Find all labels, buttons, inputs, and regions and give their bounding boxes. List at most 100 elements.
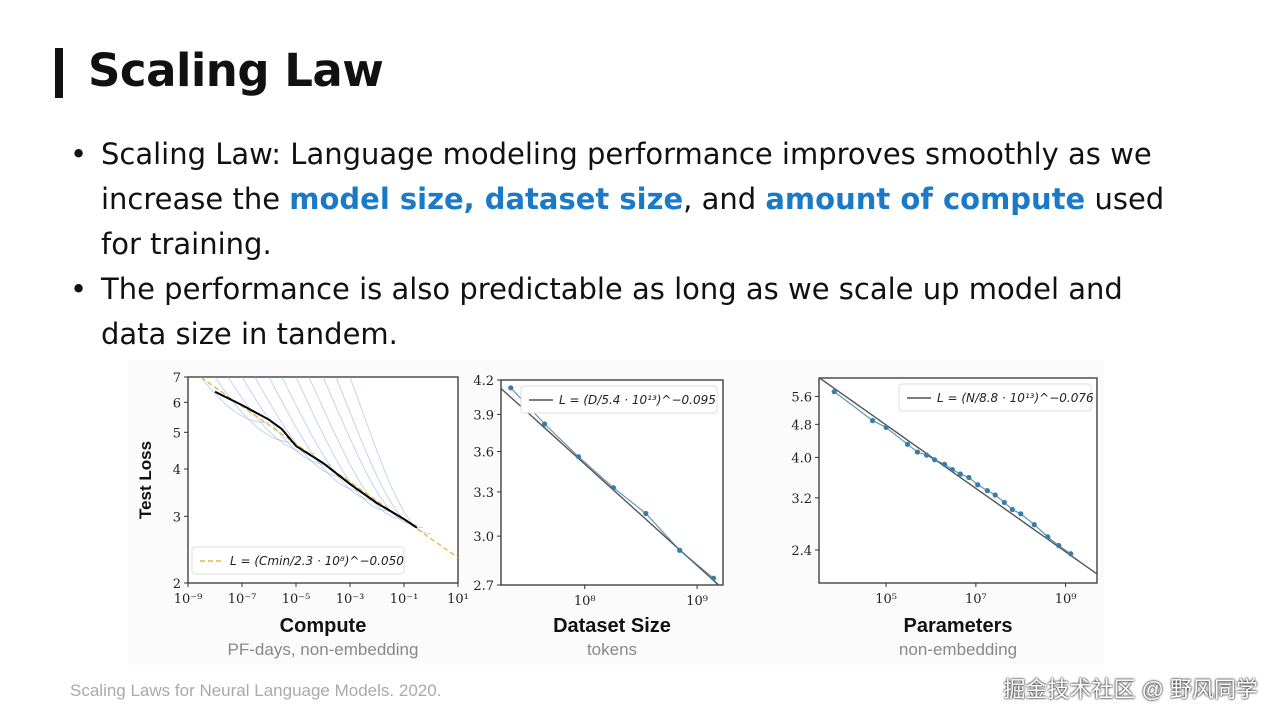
x-tick-label: 10¹: [447, 592, 469, 607]
plot-area: [818, 377, 1098, 584]
bullet-list: Scaling Law: Language modeling performan…: [70, 132, 1190, 357]
y-tick-label: 3.9: [473, 408, 494, 423]
data-point: [1045, 534, 1051, 540]
y-tick-label: 7: [173, 371, 181, 386]
x-axis-label: Parameters: [904, 615, 1013, 637]
bullet-text: The performance is also predictable as l…: [101, 272, 1123, 351]
charts-panel: 10⁻⁹ 10⁻⁷ 10⁻⁵ 10⁻³ 10⁻¹ 10¹ 2 3 4 5 6 7 L = (Cmin/2…: [128, 360, 1104, 665]
chart-3: 10⁵ 10⁷ 10⁹ 2.4 3.2 4.0 4.8 5.6 L = (N/8.8 · 10¹…: [791, 377, 1098, 659]
x-axis-label: Compute: [280, 615, 367, 637]
plot-marks: [199, 377, 458, 559]
data-point: [914, 449, 921, 455]
x-tick-label: 10⁻⁷: [228, 592, 257, 607]
legend-box: [898, 383, 1092, 412]
highlight-text: model size, dataset size: [289, 182, 684, 216]
data-point: [542, 421, 548, 427]
highlight-text: amount of compute: [765, 182, 1086, 216]
data-point: [975, 482, 981, 488]
x-tick-label: 10⁸: [574, 594, 596, 609]
data-point: [1068, 551, 1074, 557]
y-tick-label: 4: [173, 463, 181, 478]
bullet-text: used for training.: [101, 182, 1165, 261]
chart-1: 10⁻⁹ 10⁻⁷ 10⁻⁵ 10⁻³ 10⁻¹ 10¹ 2 3 4 5 6 7 L = (Cmin/2…: [136, 371, 469, 659]
x-tick-label: 10⁵: [875, 592, 897, 607]
learning-curve: [322, 377, 417, 526]
scaling-charts: 10⁻⁹ 10⁻⁷ 10⁻⁵ 10⁻³ 10⁻¹ 10¹ 2 3 4 5 6 7 L = (Cmin/2…: [136, 371, 1098, 659]
learning-curve: [295, 377, 390, 512]
y-tick-label: 4.8: [791, 418, 812, 433]
data-point: [1056, 542, 1062, 549]
data-point: [643, 510, 649, 517]
data-point: [941, 461, 948, 467]
data-point: [575, 454, 582, 460]
legend-label: L = (Cmin/2.3 · 10⁸)^−0.050: [230, 554, 404, 568]
data-point: [508, 385, 514, 391]
data-point: [710, 575, 717, 581]
learning-curve: [200, 377, 270, 424]
learning-curve: [241, 377, 332, 466]
fit-line: [819, 378, 1097, 575]
citation-footer: Scaling Laws for Neural Language Models.…: [70, 681, 442, 700]
x-tick-label: 10⁹: [686, 594, 708, 609]
x-tick-label: 10⁹: [1055, 592, 1077, 607]
x-axis-sublabel: tokens: [587, 640, 637, 659]
y-tick-label: 5.6: [791, 390, 812, 405]
y-axis-label: Test Loss: [136, 441, 155, 519]
bullet-text: , and: [683, 182, 766, 216]
title-accent-bar: [55, 48, 63, 98]
data-point: [1018, 511, 1024, 517]
data-point: [1009, 506, 1015, 513]
y-tick-label: 2: [173, 577, 181, 592]
y-tick-label: 6: [173, 396, 181, 411]
data-point: [931, 457, 938, 463]
learning-curve: [227, 377, 315, 454]
data-point: [869, 418, 876, 424]
data-point: [904, 441, 911, 447]
legend-label: L = (D/5.4 · 10¹³)^−0.095: [559, 393, 716, 407]
chart-2: 10⁸ 10⁹ 2.7 3.0 3.3 3.6 3.9 4.2 L = (D/5.4 · 10¹…: [473, 374, 724, 659]
legend-box: [520, 385, 718, 414]
x-axis-label: Dataset Size: [553, 615, 671, 637]
bullet-item: The performance is also predictable as l…: [70, 267, 1190, 357]
y-tick-label: 4.2: [473, 374, 494, 389]
data-point: [1001, 499, 1007, 506]
x-tick-label: 10⁷: [965, 592, 987, 607]
data-point: [1031, 522, 1037, 528]
y-tick-label: 4.0: [791, 451, 812, 466]
learning-curve: [308, 377, 405, 520]
plot-marks: [819, 378, 1097, 575]
watermark: 掘金技术社区 @ 野风同学: [1003, 677, 1258, 702]
data-point: [610, 485, 616, 491]
y-tick-label: 3.6: [473, 446, 494, 461]
learning-curve: [281, 377, 378, 502]
legend-box: [191, 546, 405, 575]
data-point: [883, 424, 889, 431]
y-tick-label: 3.2: [791, 492, 812, 507]
y-tick-label: 2.7: [473, 579, 494, 594]
data-point: [957, 471, 963, 477]
plot-marks: [501, 385, 720, 585]
y-tick-label: 3.3: [473, 486, 494, 501]
data-point: [949, 466, 955, 473]
compute-frontier: [214, 390, 418, 529]
y-tick-label: 2.4: [791, 544, 812, 559]
data-point: [831, 389, 837, 395]
data-point: [677, 547, 683, 553]
legend-label: L = (N/8.8 · 10¹³)^−0.076: [937, 391, 1094, 405]
data-point: [924, 452, 930, 458]
data-point: [966, 474, 972, 481]
x-tick-label: 10⁻³: [336, 592, 365, 607]
plot-area: [500, 379, 724, 586]
y-tick-label: 3: [173, 510, 181, 525]
bullet-item: Scaling Law: Language modeling performan…: [70, 132, 1190, 267]
learning-curve: [349, 377, 432, 535]
y-tick-label: 3.0: [473, 530, 494, 545]
x-tick-label: 10⁻⁵: [282, 592, 311, 607]
y-tick-label: 5: [173, 426, 181, 441]
bullet-text: Scaling Law: Language modeling performan…: [101, 137, 1152, 216]
data-point: [984, 488, 990, 494]
x-tick-label: 10⁻⁹: [174, 592, 203, 607]
slide-title: Scaling Law: [88, 44, 384, 97]
x-axis-sublabel: non-embedding: [899, 640, 1017, 659]
x-tick-label: 10⁻¹: [390, 592, 419, 607]
